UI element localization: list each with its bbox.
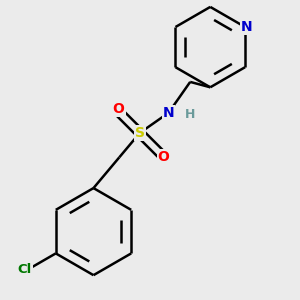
Text: N: N xyxy=(241,20,253,34)
Text: Cl: Cl xyxy=(18,263,32,276)
Text: S: S xyxy=(135,126,145,140)
Text: O: O xyxy=(112,102,124,116)
Text: O: O xyxy=(158,150,170,164)
Text: N: N xyxy=(163,106,174,120)
Text: H: H xyxy=(185,108,196,121)
